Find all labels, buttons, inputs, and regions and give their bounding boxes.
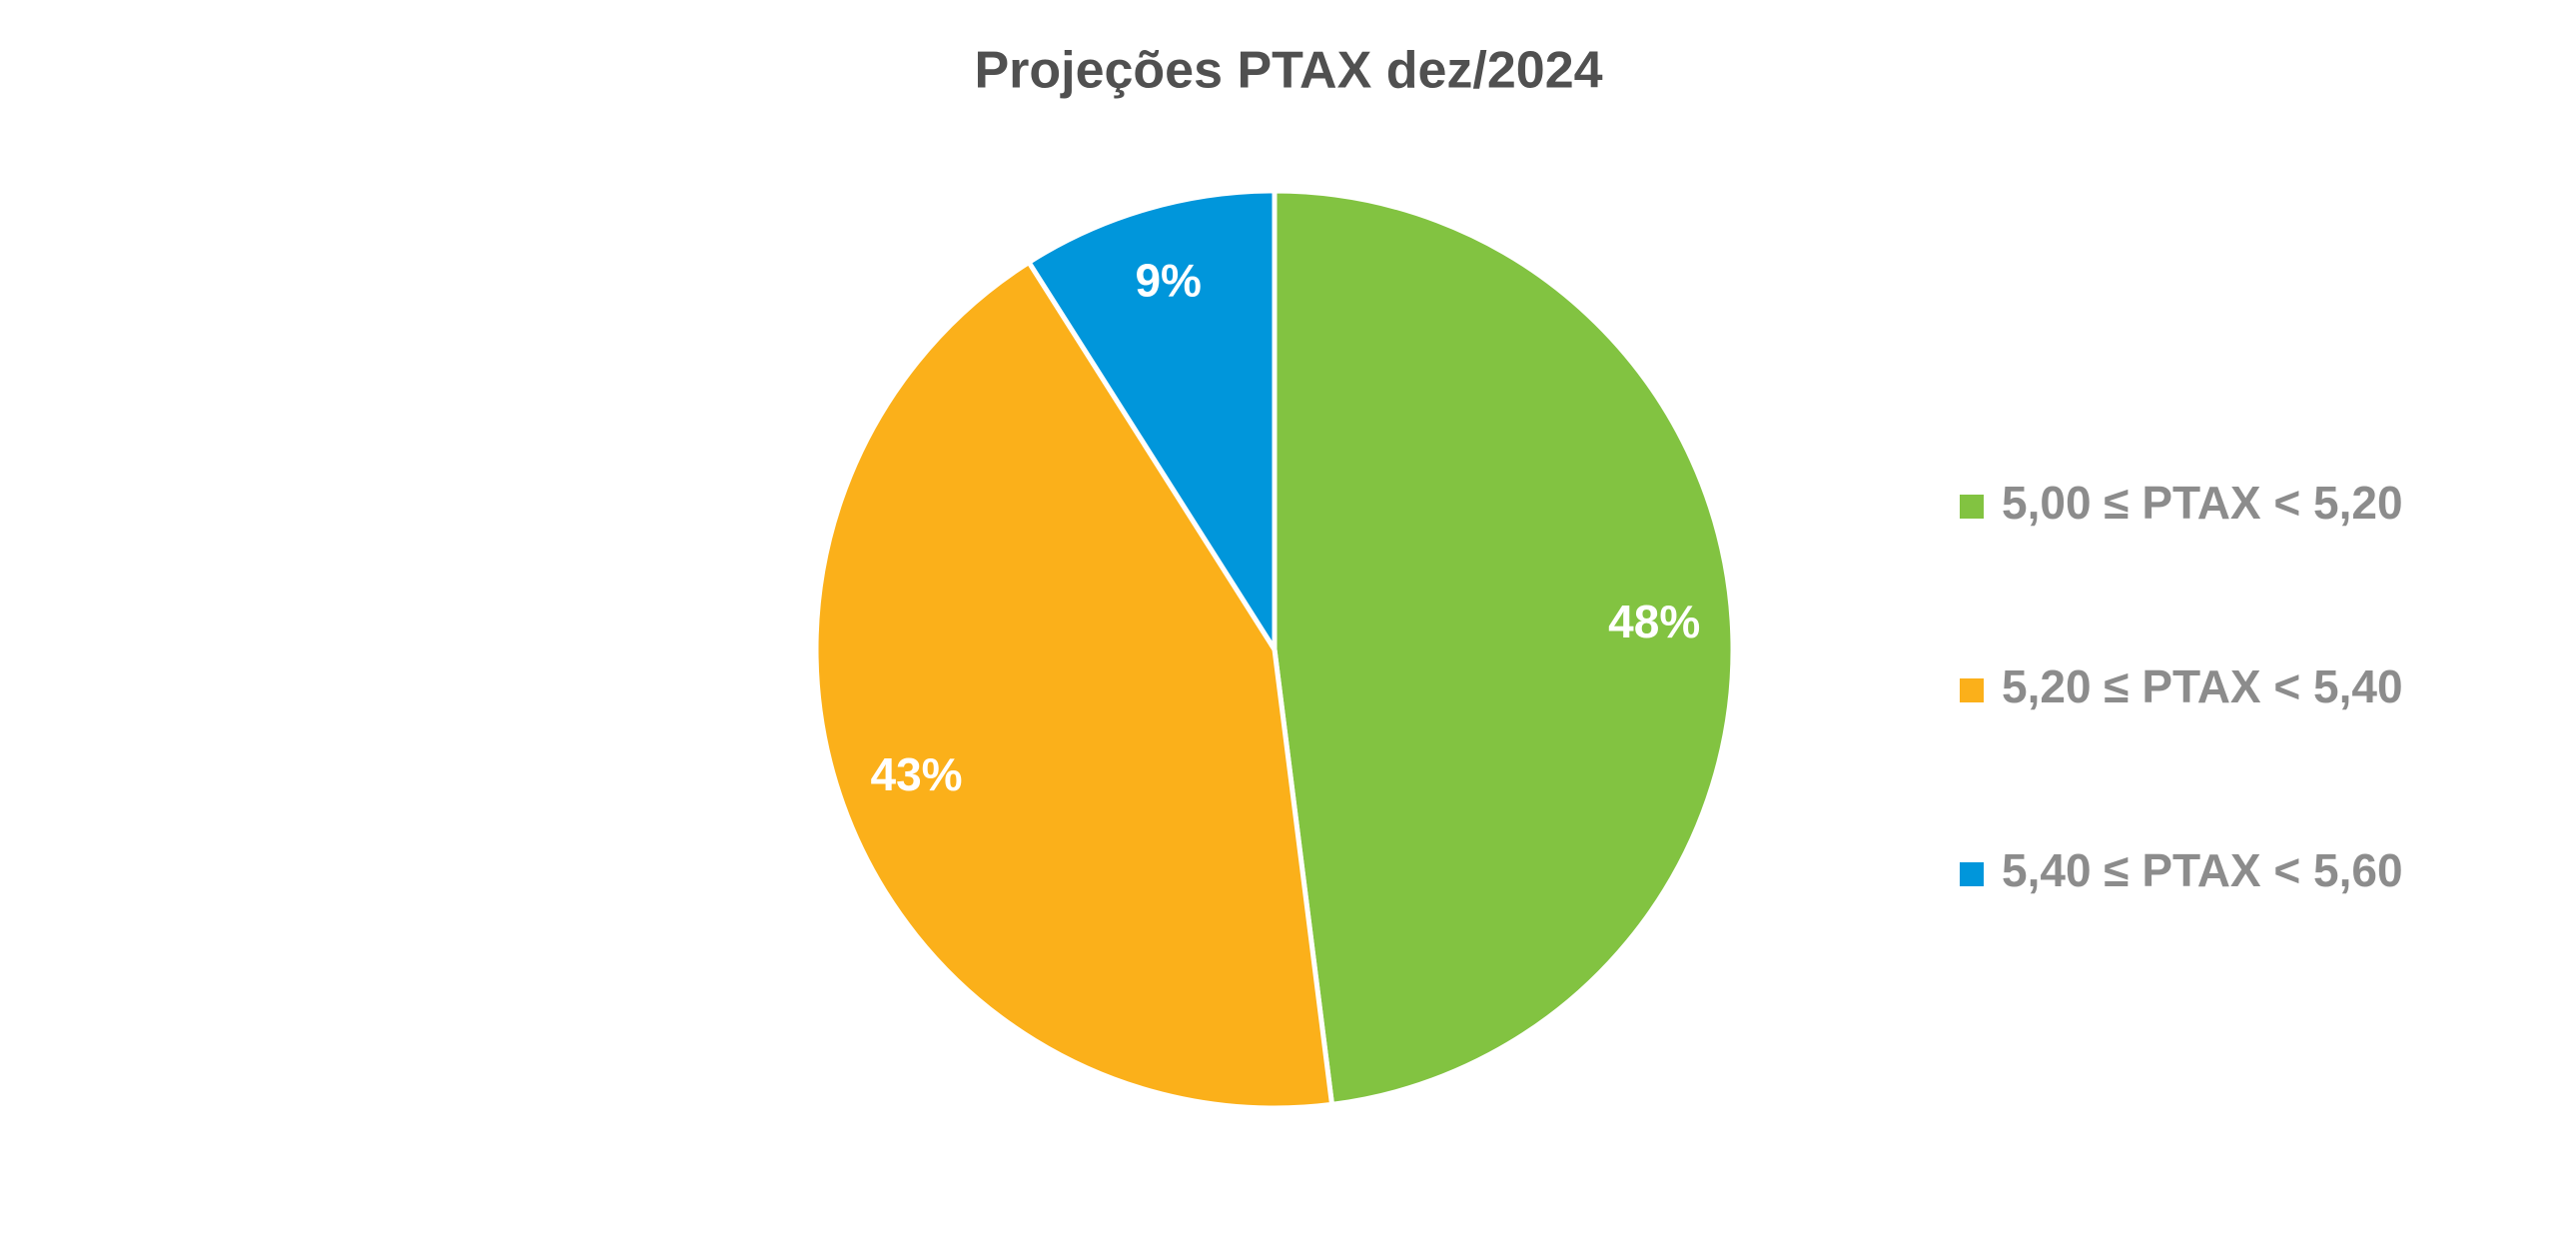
legend-swatch xyxy=(1960,862,1984,886)
legend-label: 5,00 ≤ PTAX < 5,20 xyxy=(2002,477,2403,529)
value-label: 43% xyxy=(871,748,963,800)
legend-label: 5,40 ≤ PTAX < 5,60 xyxy=(2002,844,2403,896)
legend-swatch xyxy=(1960,678,1984,702)
chart-title: Projeções PTAX dez/2024 xyxy=(974,42,1602,100)
legend-label: 5,20 ≤ PTAX < 5,40 xyxy=(2002,660,2403,712)
value-label: 9% xyxy=(1135,254,1201,306)
pie-slice xyxy=(813,259,1335,1111)
legend-swatch xyxy=(1960,495,1984,519)
value-label: 48% xyxy=(1608,596,1700,647)
pie-slice xyxy=(1026,188,1278,652)
pie-slice xyxy=(1272,188,1736,1107)
